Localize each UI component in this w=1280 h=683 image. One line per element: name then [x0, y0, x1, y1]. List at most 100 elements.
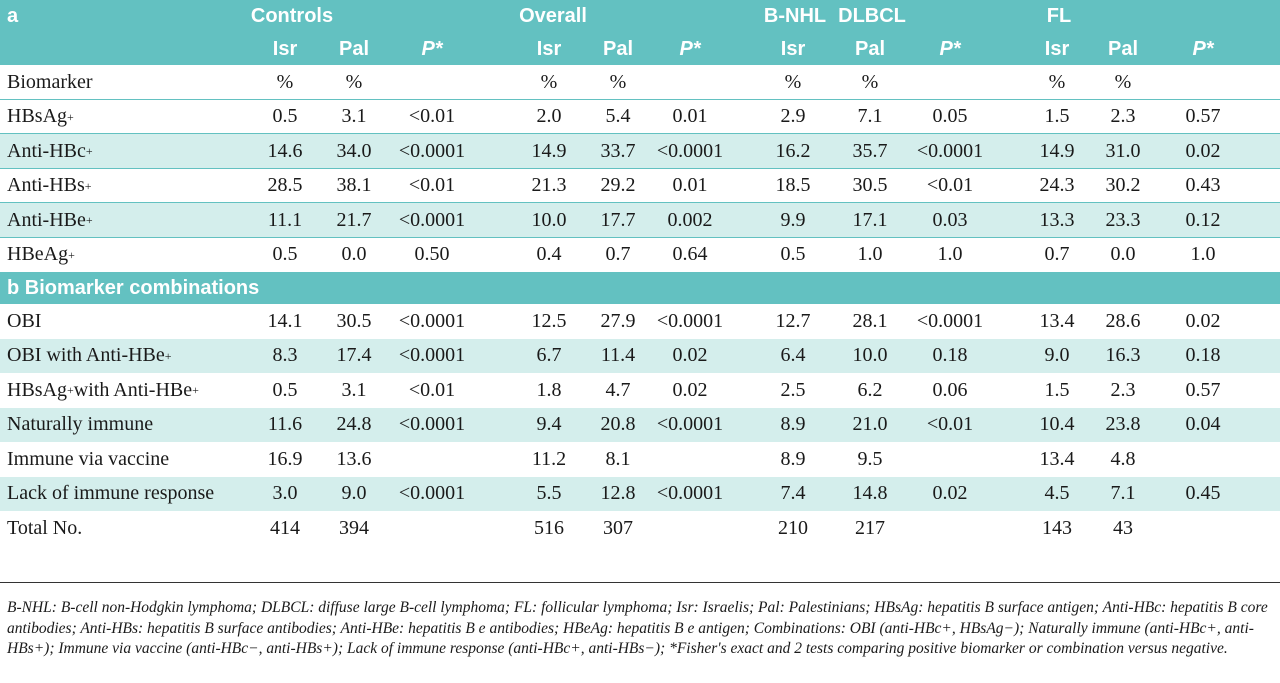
table-cell: 0.43: [1185, 174, 1221, 197]
row-divider: [0, 133, 1280, 134]
table-cell: 0.5: [780, 243, 806, 266]
table-cell: 7.4: [780, 482, 806, 505]
table-row: Anti-HBs + 28.5 38.1 <0.01 21.3 29.2 0.01 18.5 30…: [0, 167, 1280, 204]
table-cell: <0.01: [408, 105, 456, 128]
column-header-row: Isr Pal P* Isr Pal P* Isr Pal P* Isr Pal P*: [0, 33, 1280, 65]
row-label: OBI with Anti-HBe +: [7, 344, 172, 367]
table-cell: 217: [855, 516, 885, 539]
table-cell: 0.7: [1044, 243, 1070, 266]
table-cell: 10.4: [1039, 413, 1075, 436]
table-cell: 0.18: [1185, 344, 1221, 367]
row-label: Anti-HBe +: [7, 208, 93, 231]
table-cell: 35.7: [852, 139, 888, 162]
table-cell: 10.0: [531, 208, 567, 231]
table-cell: 0.7: [605, 243, 631, 266]
table-row: OBI 14.1 30.5 <0.0001 12.5 27.9 <0.0001 12.7 28.…: [0, 304, 1280, 339]
table-cell: 9.4: [536, 413, 562, 436]
table-header: a Controls Overall B-NHL DLBCL FL Isr Pal…: [0, 0, 1280, 65]
table-cell: 2.9: [780, 105, 806, 128]
column-header: Pal: [338, 37, 370, 60]
table-cell: 3.0: [272, 482, 298, 505]
table-cell: 0.03: [932, 208, 968, 231]
table-cell: %: [276, 70, 294, 93]
table-cell: %: [1114, 70, 1132, 93]
table-cell: 16.3: [1105, 344, 1141, 367]
table-cell: 3.1: [341, 105, 367, 128]
table-cell: 31.0: [1105, 139, 1141, 162]
table-cell: 1.0: [937, 243, 963, 266]
table-cell: 7.1: [1110, 482, 1136, 505]
row-label: Anti-HBs +: [7, 174, 92, 197]
table-row: HBsAg + with Anti-HBe + 0.5 3.1 <0.01 1.8 4.7 0.…: [0, 373, 1280, 408]
table-cell: 394: [339, 516, 369, 539]
table-cell: 210: [778, 516, 808, 539]
table-cell: 14.9: [1039, 139, 1075, 162]
table-cell: 4.7: [605, 378, 631, 401]
table-cell: 0.02: [1185, 309, 1221, 332]
table-cell: 0.05: [932, 105, 968, 128]
table-cell: 0.4: [536, 243, 562, 266]
table-cell: 0.01: [672, 105, 708, 128]
table-cell: 12.8: [600, 482, 636, 505]
table-row: Anti-HBc + 14.6 34.0 <0.0001 14.9 33.7 <0.0001 1…: [0, 133, 1280, 169]
table-cell: <0.01: [926, 174, 974, 197]
table-cell: 0.01: [672, 174, 708, 197]
table-cell: 13.4: [1039, 309, 1075, 332]
table-cell: [905, 442, 995, 477]
table-cell: 18.5: [775, 174, 811, 197]
table-cell: 9.0: [1044, 344, 1070, 367]
table-cell: <0.0001: [398, 344, 466, 367]
table-cell: 16.9: [267, 447, 303, 470]
table-cell: <0.0001: [398, 208, 466, 231]
table-cell: 1.0: [857, 243, 883, 266]
table-cell: 5.4: [605, 105, 631, 128]
table-cell: 0.57: [1185, 105, 1221, 128]
table-cell: 0.02: [672, 344, 708, 367]
table-cell: 21.0: [852, 413, 888, 436]
table-cell: 13.4: [1039, 447, 1075, 470]
row-label: Naturally immune: [7, 413, 154, 436]
table-cell: 6.2: [857, 378, 883, 401]
table-cell: [645, 511, 735, 546]
table-row: Total No. 414 394 516 307 210 217 143 43: [0, 511, 1280, 546]
table-cell: 9.9: [780, 208, 806, 231]
column-header: Isr: [780, 37, 806, 60]
table-cell: <0.0001: [398, 482, 466, 505]
table-cell: 1.5: [1044, 105, 1070, 128]
table-cell: 27.9: [600, 309, 636, 332]
table-cell: 0.02: [672, 378, 708, 401]
footnote: B-NHL: B-cell non-Hodgkin lymphoma; DLBC…: [7, 599, 1268, 657]
table-cell: 4.5: [1044, 482, 1070, 505]
table-cell: <0.0001: [398, 413, 466, 436]
table-cell: 28.5: [267, 174, 303, 197]
group-dlbcl: DLBCL: [838, 5, 906, 27]
column-header: Isr: [536, 37, 562, 60]
table-cell: 11.1: [267, 208, 303, 231]
table-row: HBeAg + 0.5 0.0 0.50 0.4 0.7 0.64 0.5 1.0 1.0 0.7 0.…: [0, 236, 1280, 273]
section-b-bar: b Biomarker combinations: [0, 272, 1280, 304]
table-cell: <0.0001: [398, 139, 466, 162]
table-cell: 38.1: [336, 174, 372, 197]
group-fl: FL: [1046, 5, 1072, 27]
table-cell: 3.1: [341, 378, 367, 401]
table-cell: 8.9: [780, 447, 806, 470]
section-a-label: a: [7, 5, 19, 27]
column-header: Pal: [1107, 37, 1139, 60]
table-cell: 28.6: [1105, 309, 1141, 332]
table-cell: 8.1: [605, 447, 631, 470]
table-cell: 7.1: [857, 105, 883, 128]
table-cell: 8.3: [272, 344, 298, 367]
row-label: Immune via vaccine: [7, 447, 170, 470]
table-cell: 0.5: [272, 243, 298, 266]
table-row: Lack of immune response 3.0 9.0 <0.0001 5.5 1…: [0, 476, 1280, 511]
table-cell: 6.4: [780, 344, 806, 367]
table-cell: 0.0: [1110, 243, 1136, 266]
table-cell: 9.5: [857, 447, 883, 470]
group-bnhl: B-NHL: [763, 5, 827, 27]
table-cell: 12.7: [775, 309, 811, 332]
table-cell: [1158, 65, 1248, 100]
table-cell: 2.0: [536, 105, 562, 128]
row-label: Biomarker: [7, 70, 93, 93]
column-header: P*: [1192, 37, 1214, 60]
table-cell: 0.12: [1185, 208, 1221, 231]
